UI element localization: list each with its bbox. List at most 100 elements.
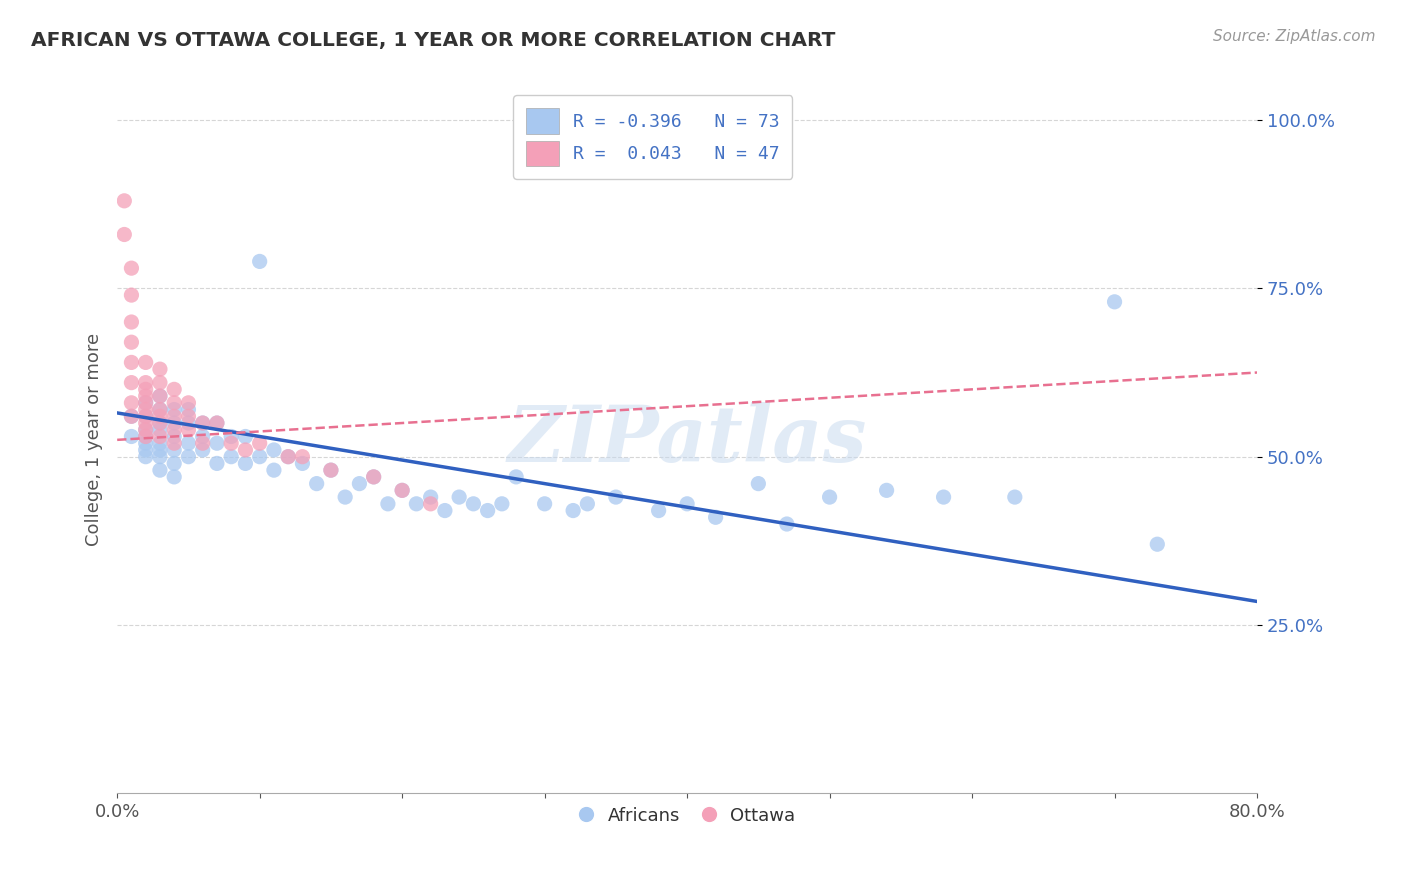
Text: Source: ZipAtlas.com: Source: ZipAtlas.com [1212, 29, 1375, 44]
Point [191, 436, 214, 450]
Point [205, 416, 228, 430]
Point [135, 436, 157, 450]
Point [163, 396, 186, 410]
Point [135, 442, 157, 457]
Point [177, 416, 200, 430]
Point [149, 416, 172, 430]
Point [249, 450, 271, 464]
Point [135, 409, 157, 424]
Point [135, 429, 157, 443]
Point [120, 288, 142, 302]
Point [419, 490, 441, 504]
Point [135, 409, 157, 424]
Point [135, 423, 157, 437]
Point [491, 497, 513, 511]
Point [205, 436, 228, 450]
Point [135, 450, 157, 464]
Point [1104, 294, 1126, 309]
Point [135, 423, 157, 437]
Point [149, 409, 172, 424]
Point [235, 457, 257, 471]
Point [135, 355, 157, 369]
Point [149, 402, 172, 417]
Point [163, 409, 186, 424]
Point [177, 436, 200, 450]
Point [219, 450, 242, 464]
Point [277, 450, 299, 464]
Point [149, 362, 172, 376]
Point [647, 503, 669, 517]
Point [533, 497, 555, 511]
Point [163, 436, 186, 450]
Point [135, 416, 157, 430]
Point [149, 450, 172, 464]
Point [391, 483, 413, 498]
Point [505, 470, 527, 484]
Point [291, 457, 314, 471]
Point [363, 470, 385, 484]
Point [163, 402, 186, 417]
Point [818, 490, 841, 504]
Point [120, 335, 142, 350]
Point [191, 416, 214, 430]
Point [776, 516, 799, 531]
Point [135, 376, 157, 390]
Point [932, 490, 955, 504]
Point [120, 409, 142, 424]
Point [477, 503, 499, 517]
Point [205, 457, 228, 471]
Point [120, 396, 142, 410]
Text: ZIPatlas: ZIPatlas [508, 401, 868, 478]
Point [149, 429, 172, 443]
Point [149, 376, 172, 390]
Point [605, 490, 627, 504]
Point [149, 442, 172, 457]
Point [120, 261, 142, 276]
Point [163, 416, 186, 430]
Point [191, 442, 214, 457]
Point [135, 389, 157, 403]
Point [149, 389, 172, 403]
Point [135, 396, 157, 410]
Point [149, 402, 172, 417]
Point [405, 497, 427, 511]
Point [333, 490, 356, 504]
Point [576, 497, 599, 511]
Point [120, 429, 142, 443]
Point [319, 463, 342, 477]
Point [149, 423, 172, 437]
Point [149, 436, 172, 450]
Point [277, 450, 299, 464]
Point [163, 423, 186, 437]
Point [120, 355, 142, 369]
Point [433, 503, 456, 517]
Point [149, 389, 172, 403]
Point [177, 402, 200, 417]
Point [235, 429, 257, 443]
Point [135, 402, 157, 417]
Point [704, 510, 727, 524]
Point [249, 254, 271, 268]
Point [177, 450, 200, 464]
Point [419, 497, 441, 511]
Point [163, 470, 186, 484]
Point [1146, 537, 1168, 551]
Legend: Africans, Ottawa: Africans, Ottawa [569, 797, 804, 834]
Point [177, 396, 200, 410]
Point [249, 436, 271, 450]
Point [163, 442, 186, 457]
Point [135, 396, 157, 410]
Point [120, 376, 142, 390]
Point [319, 463, 342, 477]
Point [291, 450, 314, 464]
Point [449, 490, 471, 504]
Point [149, 463, 172, 477]
Point [135, 382, 157, 396]
Point [177, 423, 200, 437]
Point [463, 497, 485, 511]
Point [191, 416, 214, 430]
Point [112, 194, 135, 208]
Point [163, 382, 186, 396]
Point [263, 463, 285, 477]
Point [363, 470, 385, 484]
